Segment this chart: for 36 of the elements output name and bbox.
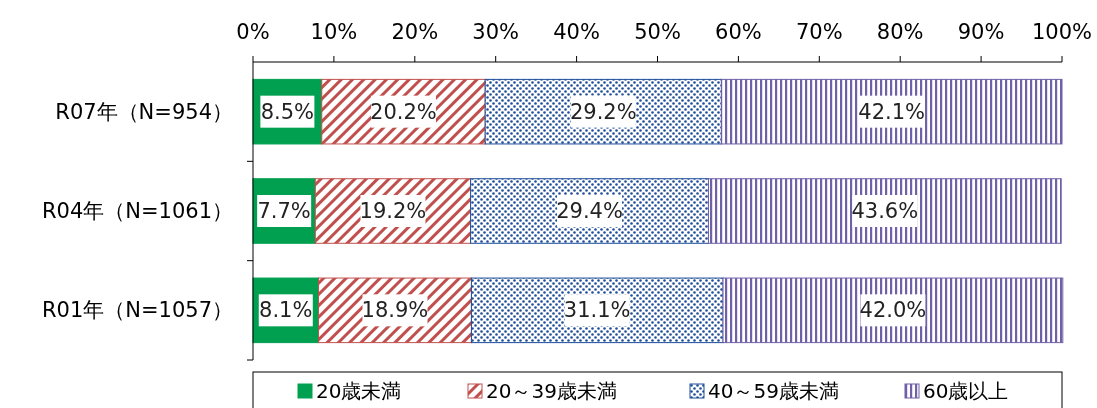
x-tick-label: 90%: [957, 20, 1005, 44]
legend-label: 40～59歳未満: [708, 379, 839, 403]
legend-label: 20歳未満: [316, 379, 402, 403]
x-tick-label: 50%: [634, 20, 681, 44]
data-label: 43.6%: [851, 199, 919, 223]
x-tick-label: 40%: [553, 20, 600, 44]
data-label: 8.1%: [259, 298, 313, 323]
x-tick-label: 0%: [236, 20, 270, 44]
bar: [707, 178, 1062, 244]
y-tick-label: R07年（N=954）: [55, 99, 233, 124]
y-tick-label: R04年（N=1061）: [41, 199, 233, 223]
bar: [470, 178, 709, 244]
data-label: 18.9%: [361, 298, 429, 323]
y-tick-label: R01年（N=1057）: [41, 298, 233, 323]
data-label: 29.2%: [569, 99, 637, 124]
data-label: 8.5%: [260, 99, 315, 124]
x-tick-label: 20%: [391, 20, 439, 44]
x-tick-label: 70%: [795, 20, 843, 44]
data-label: 19.2%: [359, 199, 427, 223]
x-tick-label: 10%: [310, 20, 358, 44]
bar: [470, 277, 724, 344]
bar: [720, 78, 1063, 145]
data-label: 31.1%: [563, 298, 631, 323]
bar: [722, 277, 1064, 344]
bar: [484, 78, 722, 145]
x-tick-label: 100%: [1031, 20, 1093, 44]
data-label: 42.0%: [859, 298, 927, 323]
x-tick-label: 60%: [715, 20, 762, 44]
x-tick-label: 80%: [876, 20, 924, 44]
data-label: 29.4%: [556, 199, 623, 223]
legend-label: 60歳以上: [923, 379, 1009, 403]
data-label: 20.2%: [370, 99, 437, 124]
data-label: 7.7%: [257, 199, 311, 223]
data-label: 42.1%: [858, 99, 926, 124]
legend-label: 20～39歳未満: [486, 379, 617, 403]
x-tick-label: 30%: [472, 20, 520, 44]
